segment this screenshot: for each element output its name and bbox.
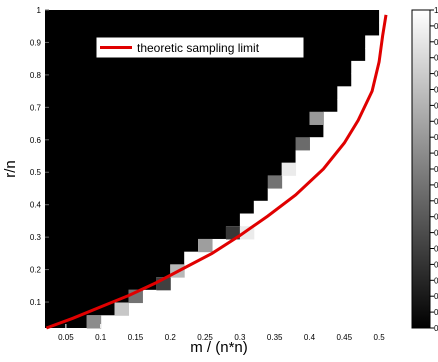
- colorbar-tick-label: 1: [434, 6, 438, 15]
- colorbar-tick-label: 0: [434, 276, 438, 285]
- colorbar-tick-label: 0: [434, 245, 438, 254]
- white-region-row: [351, 60, 394, 75]
- colorbar-tick-label: 0: [434, 117, 438, 126]
- transition-cell: [267, 175, 283, 189]
- x-tick-label: 0.1: [95, 333, 107, 342]
- transition-cell: [281, 162, 297, 176]
- white-region-row: [128, 289, 394, 304]
- colorbar: 1 0 0 0 0 0 0 0 0 0 0 0 0 0 0 0 0 0 0 0 0: [411, 6, 438, 333]
- white-region-row: [309, 137, 394, 151]
- colorbar-tick-label: 0: [434, 54, 438, 63]
- theoretic-limit-line: [45, 14, 388, 330]
- white-region-row: [156, 277, 394, 291]
- legend: theoretic sampling limit: [95, 36, 305, 59]
- colorbar-tick-label: 0: [434, 324, 438, 333]
- white-region-row: [198, 238, 394, 253]
- y-tick-label: 0.6: [30, 136, 42, 145]
- white-region-row: [295, 162, 394, 176]
- y-tick-label: 0.8: [30, 71, 42, 80]
- colorbar-tick-label: 0: [434, 101, 438, 110]
- colorbar-tick-label: 0: [434, 22, 438, 31]
- y-tick-label: 0.7: [30, 103, 42, 112]
- colorbar-tick-label: 0: [434, 149, 438, 158]
- y-tick-label: 0.9: [30, 38, 42, 47]
- x-axis-label: m / (n*n): [190, 339, 248, 356]
- heatmap-cells: [86, 10, 394, 329]
- x-tick-label: 0.2: [165, 333, 177, 342]
- white-region-row: [239, 213, 394, 227]
- white-region-row: [351, 73, 394, 87]
- colorbar-tick-label: 0: [434, 86, 438, 95]
- white-region-row: [184, 251, 394, 265]
- x-tick-label: 0.3: [234, 333, 246, 342]
- y-tick-label: 0.4: [30, 201, 42, 210]
- transition-cell: [309, 111, 324, 125]
- y-tick-label: 0.2: [30, 266, 42, 275]
- x-tick-label: 0.45: [336, 333, 352, 342]
- colorbar-gradient: [411, 9, 431, 329]
- x-ticks: 0.05 0.1 0.15 0.2 0.25 0.3 0.35 0.4 0.45 0.5: [58, 324, 385, 342]
- white-region-row: [281, 175, 394, 189]
- white-region-row: [267, 188, 394, 202]
- colorbar-tick-label: 0: [434, 292, 438, 301]
- x-tick-label: 0.05: [58, 333, 74, 342]
- x-tick-label: 0.15: [128, 333, 144, 342]
- colorbar-tick-label: 0: [434, 70, 438, 79]
- white-region-row: [225, 226, 394, 240]
- y-ticks: 0.1 0.2 0.3 0.4 0.5 0.6 0.7 0.8 0.9 1: [30, 6, 49, 307]
- legend-box: [95, 36, 305, 59]
- white-region-row: [295, 149, 394, 164]
- y-tick-label: 0.5: [30, 168, 42, 177]
- white-region-row: [365, 35, 394, 49]
- white-region-row: [379, 22, 394, 36]
- transition-cell: [86, 315, 102, 329]
- transition-cell: [114, 302, 130, 316]
- transition-cell: [295, 137, 310, 151]
- y-tick-label: 1: [37, 6, 42, 15]
- white-region-row: [114, 302, 394, 316]
- colorbar-tick-label: 0: [434, 165, 438, 174]
- transition-cell: [198, 238, 213, 253]
- colorbar-tick-label: 0: [434, 197, 438, 206]
- y-tick-label: 0.3: [30, 233, 42, 242]
- legend-label: theoretic sampling limit: [137, 41, 260, 55]
- colorbar-tick-label: 0: [434, 181, 438, 190]
- y-tick-label: 0.1: [30, 298, 42, 307]
- x-tick-label: 0.35: [267, 333, 283, 342]
- colorbar-tick-label: 0: [434, 38, 438, 47]
- white-region-row: [86, 315, 394, 329]
- colorbar-tick-label: 0: [434, 213, 438, 222]
- colorbar-tick-label: 0: [434, 308, 438, 317]
- x-tick-label: 0.5: [374, 333, 386, 342]
- colorbar-tick-label: 0: [434, 229, 438, 238]
- white-region-row: [253, 200, 394, 215]
- colorbar-ticks: 1 0 0 0 0 0 0 0 0 0 0 0 0 0 0 0 0 0 0 0 0: [430, 6, 438, 333]
- colorbar-tick-label: 0: [434, 260, 438, 269]
- white-region-row: [337, 86, 394, 100]
- y-axis-label: r/n: [2, 160, 19, 178]
- x-tick-label: 0.4: [304, 333, 316, 342]
- white-region-row: [323, 124, 394, 138]
- x-tick-label: 0.25: [197, 333, 213, 342]
- colorbar-tick-label: 0: [434, 133, 438, 142]
- white-region-row: [170, 264, 394, 278]
